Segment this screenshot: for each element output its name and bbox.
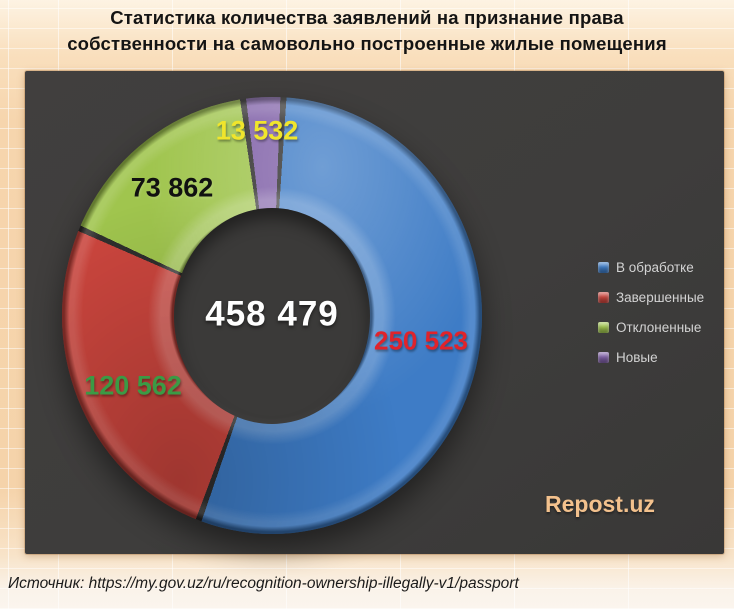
slice-value-in-processing: 250 523 [374, 325, 468, 356]
source-caption: Источник: https://my.gov.uz/ru/recogniti… [8, 575, 519, 592]
legend-item-new: Новые [598, 347, 704, 367]
legend-label: Отклоненные [616, 319, 702, 335]
chart-title: Статистика количества заявлений на призн… [0, 5, 734, 57]
legend-item-completed: Завершенные [598, 287, 704, 307]
legend-item-rejected: Отклоненные [598, 317, 704, 337]
chart-panel: 458 479 250 523 120 562 73 862 13 532 В … [25, 71, 724, 554]
donut-hole [174, 207, 370, 424]
total-value-label: 458 479 [205, 293, 339, 333]
legend-item-in-processing: В обработке [598, 257, 704, 277]
legend-swatch-icon [598, 321, 609, 333]
chart-legend: В обработке Завершенные Отклоненные Новы… [598, 257, 704, 377]
legend-label: В обработке [616, 259, 694, 275]
legend-swatch-icon [598, 291, 609, 303]
watermark-repost-uz: Repost.uz [545, 491, 655, 517]
slice-value-rejected: 73 862 [130, 172, 214, 203]
chart-title-line1: Статистика количества заявлений на призн… [110, 7, 624, 28]
legend-label: Завершенные [616, 289, 705, 305]
donut-chart: 458 479 [62, 97, 482, 534]
slice-value-completed: 120 562 [84, 370, 182, 401]
legend-swatch-icon [598, 261, 609, 273]
slice-value-new: 13 532 [215, 115, 299, 146]
legend-swatch-icon [598, 351, 609, 363]
legend-label: Новые [616, 349, 658, 365]
chart-title-line2: собственности на самовольно построенные … [67, 33, 667, 54]
